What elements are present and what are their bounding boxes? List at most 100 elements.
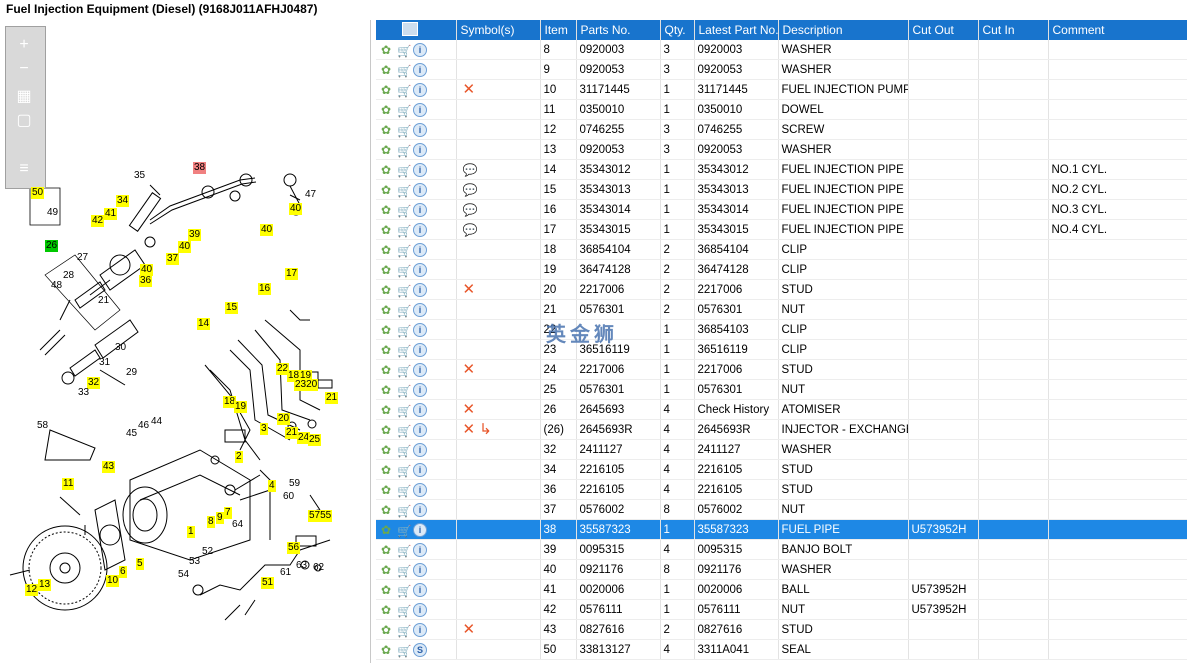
gear-icon[interactable]: ✿: [381, 642, 392, 657]
cart-icon[interactable]: 🛒: [397, 625, 412, 638]
cart-icon[interactable]: 🛒: [397, 605, 412, 618]
symbol-cell[interactable]: [456, 459, 541, 480]
callout-label[interactable]: 4: [268, 480, 276, 492]
table-row[interactable]: ✿ 🛒 i 25 0576301 1 0576301 NUT: [376, 379, 1187, 400]
gear-icon[interactable]: ✿: [381, 562, 392, 577]
callout-label[interactable]: 33: [78, 387, 90, 398]
gear-icon[interactable]: ✿: [381, 102, 392, 117]
info-icon[interactable]: i: [413, 482, 427, 497]
info-icon[interactable]: i: [413, 582, 427, 597]
cart-icon[interactable]: 🛒: [397, 645, 412, 658]
gear-icon[interactable]: ✿: [381, 622, 392, 637]
callout-label[interactable]: 48: [51, 280, 63, 291]
cart-icon[interactable]: 🛒: [397, 185, 412, 198]
callout-label[interactable]: 59: [289, 478, 301, 489]
symbol-cell[interactable]: [456, 119, 541, 140]
symbol-cell[interactable]: ✕: [456, 619, 541, 640]
cart-icon[interactable]: 🛒: [397, 465, 412, 478]
gear-icon[interactable]: ✿: [381, 62, 392, 77]
actual-size-icon[interactable]: ▢: [16, 112, 32, 129]
callout-label[interactable]: 52: [202, 546, 214, 557]
info-icon[interactable]: i: [413, 322, 427, 337]
callout-label[interactable]: 40: [178, 241, 192, 253]
table-row[interactable]: ✿ 🛒 i ✕ 20 2217006 2 2217006 STUD: [376, 279, 1187, 300]
callout-label[interactable]: 38: [193, 162, 207, 174]
cart-icon[interactable]: 🛒: [397, 285, 412, 298]
table-row[interactable]: ✿ 🛒 i 18 36854104 2 36854104 CLIP: [376, 239, 1187, 260]
cart-icon[interactable]: 🛒: [397, 125, 412, 138]
info-icon[interactable]: i: [413, 562, 427, 577]
callout-label[interactable]: 58: [37, 420, 49, 431]
callout-label[interactable]: 9: [216, 512, 224, 524]
gear-icon[interactable]: ✿: [381, 122, 392, 137]
symbol-cell[interactable]: ✕: [456, 79, 541, 100]
symbol-cell[interactable]: ✕: [456, 399, 541, 420]
callout-label[interactable]: 16: [258, 283, 272, 295]
symbol-icon[interactable]: ✕ ↳: [462, 420, 492, 438]
callout-label[interactable]: 17: [285, 268, 299, 280]
info-icon[interactable]: i: [413, 62, 427, 77]
gear-icon[interactable]: ✿: [381, 602, 392, 617]
symbol-cell[interactable]: ✕ ↳: [456, 419, 541, 440]
callout-label[interactable]: 12: [25, 584, 39, 596]
symbol-cell[interactable]: [456, 519, 541, 540]
callout-label[interactable]: 19: [234, 401, 248, 413]
column-header-symbols[interactable]: Symbol(s): [456, 20, 541, 40]
callout-label[interactable]: 14: [197, 318, 211, 330]
table-row[interactable]: ✿ 🛒 i ✕ 10 31171445 1 31171445 FUEL INJECTION PU…: [376, 79, 1187, 100]
table-row[interactable]: ✿ 🛒 i 37 0576002 8 0576002 NUT: [376, 499, 1187, 520]
table-row[interactable]: ✿ 🛒 i 11 0350010 1 0350010 DOWEL: [376, 99, 1187, 120]
column-header-latest-part-no[interactable]: Latest Part No.: [694, 20, 779, 40]
symbol-cell[interactable]: [456, 539, 541, 560]
table-row[interactable]: ✿ 🛒 i ✕ 43 0827616 2 0827616 STUD: [376, 619, 1187, 640]
symbol-cell[interactable]: [456, 639, 541, 660]
info-icon[interactable]: i: [413, 442, 427, 457]
info-icon[interactable]: i: [413, 622, 427, 637]
symbol-cell[interactable]: [456, 579, 541, 600]
callout-label[interactable]: 31: [99, 357, 111, 368]
gear-icon[interactable]: ✿: [381, 82, 392, 97]
symbol-cell[interactable]: 💬: [456, 199, 541, 220]
table-row[interactable]: ✿ 🛒 i 40 0921176 8 0921176 WASHER: [376, 559, 1187, 580]
symbol-cell[interactable]: [456, 499, 541, 520]
callout-label[interactable]: 42: [91, 215, 105, 227]
info-icon[interactable]: i: [413, 302, 427, 317]
symbol-cell[interactable]: [456, 479, 541, 500]
table-row[interactable]: ✿ 🛒 i 8 0920003 3 0920003 WASHER: [376, 40, 1187, 60]
gear-icon[interactable]: ✿: [381, 382, 392, 397]
callout-label[interactable]: 35: [134, 170, 146, 181]
find-in-drawing-icon[interactable]: [402, 21, 418, 36]
callout-label[interactable]: 11: [62, 478, 75, 490]
symbol-cell[interactable]: 💬: [456, 219, 541, 240]
gear-icon[interactable]: ✿: [381, 542, 392, 557]
gear-icon[interactable]: ✿: [381, 422, 392, 437]
info-icon[interactable]: i: [413, 342, 427, 357]
callout-label[interactable]: 47: [305, 189, 317, 200]
callout-label[interactable]: 27: [77, 252, 89, 263]
symbol-cell[interactable]: [456, 599, 541, 620]
info-icon[interactable]: i: [413, 382, 427, 397]
info-icon[interactable]: i: [413, 402, 427, 417]
column-header-actions[interactable]: [376, 20, 457, 40]
toggle-list-icon[interactable]: ≡: [19, 160, 29, 177]
symbol-cell[interactable]: [456, 339, 541, 360]
table-row[interactable]: ✿ 🛒 i 36 2216105 4 2216105 STUD: [376, 479, 1187, 500]
cart-icon[interactable]: 🛒: [397, 145, 412, 158]
info-icon[interactable]: i: [413, 602, 427, 617]
info-icon[interactable]: i: [413, 542, 427, 557]
symbol-cell[interactable]: [456, 259, 541, 280]
cart-icon[interactable]: 🛒: [397, 65, 412, 78]
gear-icon[interactable]: ✿: [381, 302, 392, 317]
callout-label[interactable]: 29: [126, 367, 138, 378]
table-row[interactable]: ✿ 🛒 i 9 0920053 3 0920053 WASHER: [376, 59, 1187, 80]
zoom-in-icon[interactable]: +: [19, 36, 29, 53]
cart-icon[interactable]: 🛒: [397, 425, 412, 438]
column-header-qty[interactable]: Qty.: [660, 20, 695, 40]
callout-label[interactable]: 3: [260, 423, 268, 435]
table-row[interactable]: ✿ 🛒 i 22 1 36854103 CLIP: [376, 319, 1187, 340]
callout-label[interactable]: 46: [138, 420, 150, 431]
callout-label[interactable]: 37: [166, 253, 180, 265]
gear-icon[interactable]: ✿: [381, 322, 392, 337]
table-row[interactable]: ✿ 🛒 i 💬 16 35343014 1 35343014 FUEL INJECTION PI…: [376, 199, 1187, 220]
cart-icon[interactable]: 🛒: [397, 505, 412, 518]
